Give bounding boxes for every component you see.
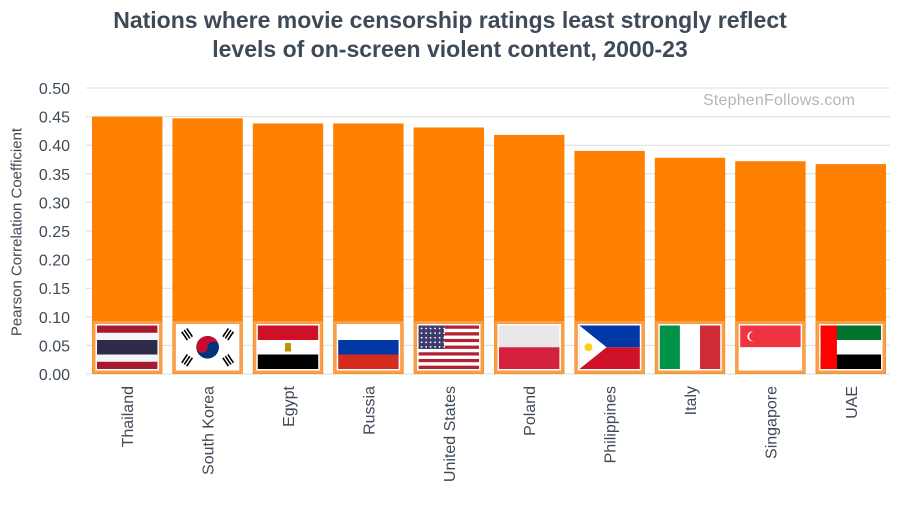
chart-title-line2: levels of on-screen violent content, 200… bbox=[212, 36, 688, 62]
y-tick-label: 0.10 bbox=[39, 310, 70, 327]
x-tick-label: Italy bbox=[683, 386, 700, 415]
y-tick-label: 0.20 bbox=[39, 253, 70, 270]
x-tick-label: Russia bbox=[361, 386, 378, 435]
x-tick-label: Poland bbox=[522, 386, 539, 436]
chart-title: Nations where movie censorship ratings l… bbox=[0, 6, 900, 64]
y-tick-label: 0.15 bbox=[39, 281, 70, 298]
thailand-flag bbox=[92, 321, 162, 374]
x-tick-label: South Korea bbox=[201, 386, 218, 475]
x-tick-label: Philippines bbox=[603, 386, 620, 463]
y-tick-label: 0.40 bbox=[39, 138, 70, 155]
x-tick-label: UAE bbox=[844, 386, 861, 419]
poland-flag bbox=[494, 321, 564, 374]
watermark: StephenFollows.com bbox=[703, 92, 856, 109]
egypt-flag bbox=[253, 321, 323, 374]
x-tick-label: Singapore bbox=[763, 386, 780, 459]
y-tick-label: 0.45 bbox=[39, 110, 70, 127]
uae-flag bbox=[816, 321, 886, 374]
y-tick-label: 0.05 bbox=[39, 338, 70, 355]
usa-flag bbox=[414, 321, 484, 374]
y-tick-label: 0.35 bbox=[39, 167, 70, 184]
y-tick-label: 0.25 bbox=[39, 224, 70, 241]
x-tick-label: Thailand bbox=[120, 386, 137, 447]
chart-title-line1: Nations where movie censorship ratings l… bbox=[113, 7, 787, 33]
x-tick-label: Egypt bbox=[281, 385, 298, 426]
y-tick-label: 0.00 bbox=[39, 367, 70, 384]
x-tick-label: United States bbox=[442, 386, 459, 482]
philippines-flag bbox=[574, 321, 645, 374]
y-tick-label: 0.30 bbox=[39, 195, 70, 212]
singapore-flag bbox=[735, 321, 806, 374]
south-korea-flag bbox=[172, 321, 243, 374]
russia-flag bbox=[333, 321, 404, 374]
italy-flag bbox=[655, 321, 725, 374]
y-tick-label: 0.50 bbox=[39, 81, 70, 98]
